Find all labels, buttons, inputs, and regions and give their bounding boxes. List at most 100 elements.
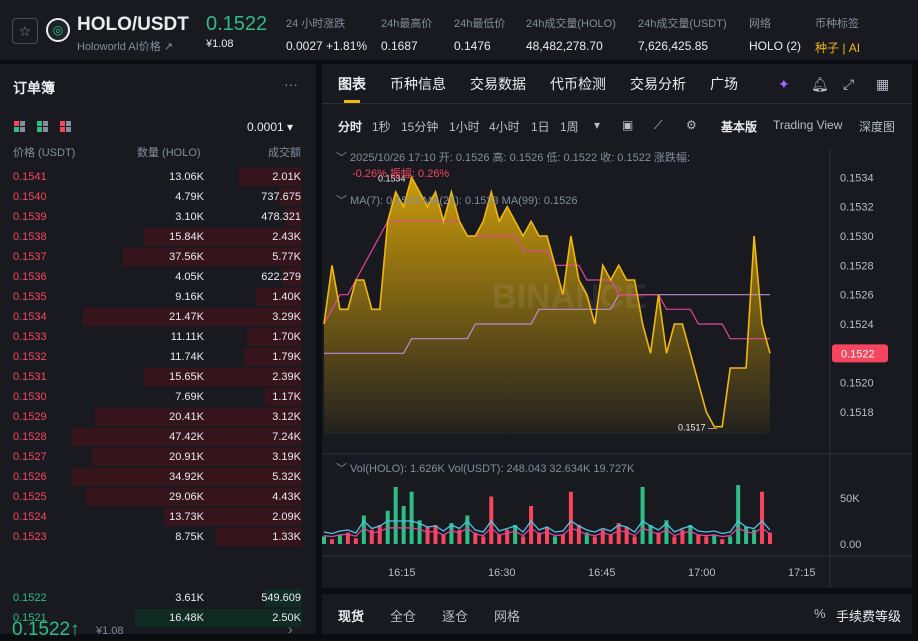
settings-icon[interactable]: ⚙ (686, 118, 697, 132)
tab-2[interactable]: 交易数据 (470, 76, 526, 92)
order-row[interactable]: 0.1525 29.06K 4.43K (0, 487, 316, 507)
volume-bar (377, 525, 382, 544)
pair-subtitle-link[interactable]: Holoworld AI价格 ↗ (77, 41, 174, 53)
bids-only-icon[interactable] (37, 121, 48, 132)
order-price: 0.1530 (13, 391, 47, 403)
asks-only-icon[interactable] (60, 121, 71, 132)
order-row[interactable]: 0.1534 21.47K 3.29K (0, 307, 316, 327)
ai-sparkle-icon[interactable]: ✦ (778, 76, 790, 92)
depth-bar (135, 609, 302, 627)
interval-7[interactable]: ▾ (594, 118, 601, 132)
view-0[interactable]: 基本版 (721, 120, 758, 134)
interval-5[interactable]: 1日 (531, 120, 550, 134)
order-row[interactable]: 0.1530 7.69K 1.17K (0, 387, 316, 407)
bottom-tab-1[interactable]: 全仓 (390, 609, 417, 624)
stat-value: 0.1687 (381, 39, 418, 53)
trade-panel-tabs: 现货 全仓 逐仓 网格 % 手续费等级 (322, 594, 912, 634)
order-row[interactable]: 0.1532 11.74K 1.79K (0, 347, 316, 367)
both-sides-icon[interactable] (14, 121, 25, 132)
order-row[interactable]: 0.1523 8.75K 1.33K (0, 527, 316, 547)
depth-bar (279, 188, 302, 206)
depth-bar (92, 448, 302, 466)
order-qty: 20.91K (169, 451, 204, 463)
fee-tier-link[interactable]: 手续费等级 (836, 609, 902, 624)
order-row[interactable]: 0.1531 15.65K 2.39K (0, 367, 316, 387)
expand-icon[interactable]: ⤢ (843, 76, 855, 92)
tab-1[interactable]: 币种信息 (390, 76, 446, 92)
order-row[interactable]: 0.1539 3.10K 478.321 (0, 207, 316, 227)
interval-6[interactable]: 1周 (560, 120, 579, 134)
tick-size-select[interactable]: 0.0001 ▾ (247, 120, 294, 134)
y-tick: 0.1520 (840, 378, 874, 390)
tab-5[interactable]: 广场 (710, 76, 738, 92)
y-tick: 0.1524 (840, 319, 874, 331)
active-tab-indicator (344, 100, 360, 103)
order-price: 0.1522 (13, 592, 47, 604)
order-row[interactable]: 0.1535 9.16K 1.40K (0, 287, 316, 307)
order-qty: 3.61K (175, 592, 204, 604)
bottom-tab-3[interactable]: 网格 (494, 609, 521, 624)
bottom-tab-2[interactable]: 逐仓 (442, 609, 469, 624)
percent-icon[interactable]: % (814, 606, 826, 621)
current-price-tag (832, 344, 888, 363)
order-row[interactable]: 0.1538 15.84K 2.43K (0, 227, 316, 247)
order-row[interactable]: 0.1524 13.73K 2.09K (0, 507, 316, 527)
x-tick: 17:15 (788, 567, 816, 579)
view-2[interactable]: 深度图 (859, 120, 896, 134)
interval-0[interactable]: 分时 (338, 120, 363, 134)
volume-bar (648, 525, 653, 544)
order-total: 478.321 (261, 211, 301, 223)
order-price: 0.1537 (13, 251, 47, 263)
view-1[interactable]: Trading View (773, 118, 843, 132)
order-row[interactable]: 0.1540 4.79K 737.675 (0, 187, 316, 207)
pair-symbol[interactable]: HOLO/USDT (77, 14, 189, 35)
tab-3[interactable]: 代币检测 (550, 76, 606, 92)
more-options-icon[interactable]: ··· (284, 76, 298, 92)
interval-4[interactable]: 4小时 (489, 120, 520, 134)
order-qty: 37.56K (169, 251, 204, 263)
order-price: 0.1526 (13, 471, 47, 483)
order-total: 737.675 (261, 191, 301, 203)
price-chart[interactable]: BINANCE 0.1534 0.1532 0.1530 0.1528 0.1526 0.1… (322, 148, 912, 588)
order-row[interactable]: 0.1521 16.48K 2.50K (0, 608, 316, 628)
stat-value[interactable]: HOLO (2) (749, 39, 802, 53)
favorite-star-icon[interactable]: ☆ (12, 18, 38, 44)
order-total: 3.19K (272, 451, 301, 463)
volume-bar (672, 536, 677, 544)
order-row[interactable]: 0.1526 34.92K 5.32K (0, 467, 316, 487)
interval-2[interactable]: 15分钟 (401, 120, 439, 134)
interval-1[interactable]: 1秒 (372, 120, 391, 134)
order-row[interactable]: 0.1529 20.41K 3.12K (0, 407, 316, 427)
interval-3[interactable]: 1小时 (449, 120, 480, 134)
volume-bar (322, 536, 326, 544)
layout-grid-icon[interactable]: ▦ (876, 76, 890, 92)
order-price: 0.1532 (13, 351, 47, 363)
order-row[interactable]: 0.1528 47.42K 7.24K (0, 427, 316, 447)
order-row[interactable]: 0.1536 4.05K 622.279 (0, 267, 316, 287)
depth-bar (256, 288, 302, 306)
order-row[interactable]: 0.1537 37.56K 5.77K (0, 247, 316, 267)
volume-bar (744, 526, 749, 544)
bell-icon[interactable]: 🔔︎ (811, 76, 829, 92)
order-row[interactable]: 0.1533 11.11K 1.70K (0, 327, 316, 347)
volume-bar (624, 526, 629, 544)
order-row[interactable]: 0.1522 3.61K 549.609 (0, 588, 316, 608)
volume-bar (425, 526, 430, 544)
order-price: 0.1523 (13, 531, 47, 543)
order-row[interactable]: 0.1541 13.06K 2.01K (0, 167, 316, 187)
order-row[interactable]: 0.1527 20.91K 3.19K (0, 447, 316, 467)
order-price: 0.1529 (13, 411, 47, 423)
calendar-icon[interactable]: ▣ (622, 118, 634, 132)
y-tick: 0.1526 (840, 290, 874, 302)
chevron-right-icon[interactable]: › (288, 621, 293, 637)
x-tick: 16:45 (588, 567, 616, 579)
tab-4[interactable]: 交易分析 (630, 76, 686, 92)
low-label: 0.1517 — (678, 423, 717, 433)
order-price: 0.1528 (13, 431, 47, 443)
tab-0[interactable]: 图表 (338, 76, 366, 92)
stat-value[interactable]: 种子 | AI (815, 41, 861, 55)
indicator-icon[interactable]: ⟋ (654, 118, 663, 132)
bottom-tab-0[interactable]: 现货 (338, 609, 365, 624)
stat-1: 24h最高价 0.1687 (381, 15, 432, 53)
depth-bar (164, 508, 302, 526)
